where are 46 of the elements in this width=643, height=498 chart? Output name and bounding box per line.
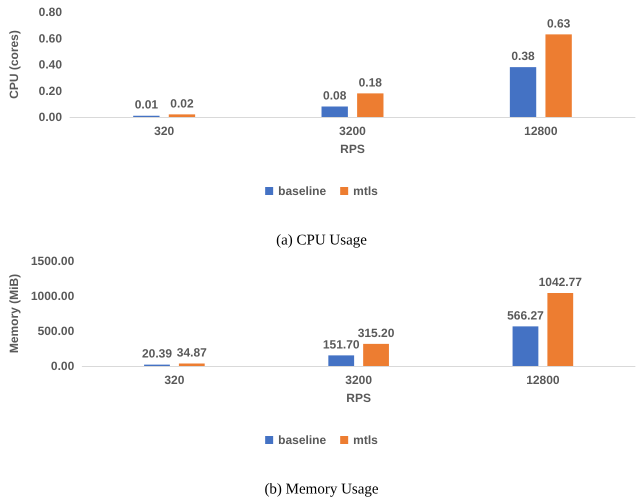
y-axis-title: Memory (MiB): [7, 274, 21, 354]
data-label: 20.39: [142, 346, 172, 361]
x-tick-label: 320: [154, 124, 174, 138]
y-tick-label: 0.80: [38, 5, 62, 19]
y-tick-label: 500.00: [38, 324, 75, 338]
data-label: 151.70: [322, 337, 360, 352]
x-axis-title: RPS: [340, 142, 365, 156]
y-tick-label: 1000.00: [30, 289, 75, 303]
x-tick-label: 12800: [524, 124, 558, 138]
bar: [357, 93, 384, 117]
bar: [510, 67, 536, 117]
bar: [168, 114, 196, 117]
bar: [545, 34, 572, 117]
x-tick-label: 3200: [339, 124, 366, 138]
y-tick-label: 0.60: [38, 31, 62, 46]
legend-label: mtls: [353, 184, 378, 198]
x-tick-label: 12800: [526, 373, 560, 387]
bar: [547, 293, 574, 366]
y-tick-label: 0.00: [50, 359, 75, 373]
data-label: 315.20: [358, 326, 395, 340]
legend-label: baseline: [278, 184, 326, 198]
y-tick-label: 0.40: [38, 58, 62, 72]
legend-label: mtls: [353, 433, 378, 447]
bar: [512, 326, 538, 366]
y-axis-title: CPU (cores): [7, 30, 21, 99]
bar: [328, 355, 354, 366]
data-label: 0.08: [323, 88, 347, 102]
data-label: 0.02: [170, 96, 194, 110]
x-tick-label: 320: [164, 373, 185, 387]
y-tick-label: 1500.00: [30, 254, 75, 268]
data-label: 34.87: [176, 346, 208, 360]
y-tick-label: 0.20: [38, 84, 62, 98]
x-tick-label: 3200: [345, 373, 372, 387]
data-label: 0.01: [134, 98, 158, 112]
data-label: 0.63: [546, 16, 571, 30]
x-axis-title: RPS: [346, 391, 371, 405]
data-label: 566.27: [507, 308, 544, 322]
y-tick-label: 0.00: [38, 110, 62, 124]
text: (a) CPU Usage: [276, 232, 368, 248]
legend-label: baseline: [278, 433, 326, 447]
bar: [363, 344, 389, 366]
text: (b) Memory Usage: [264, 482, 379, 498]
data-label: 0.18: [358, 75, 382, 90]
data-label: 0.38: [511, 49, 536, 64]
data-label: 1042.77: [538, 275, 582, 290]
bar: [322, 106, 348, 117]
